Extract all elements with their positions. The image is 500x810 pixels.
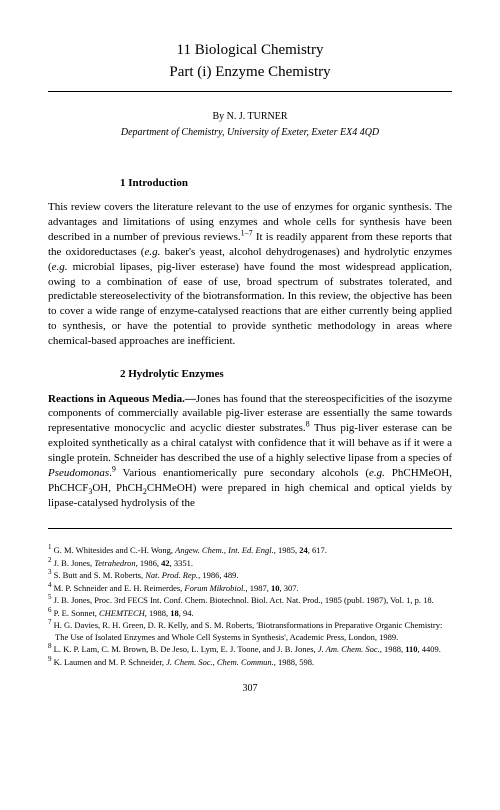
- footnote: 4 M. P. Schneider and E. H. Reimerdes, F…: [48, 583, 452, 594]
- affiliation: Department of Chemistry, University of E…: [48, 126, 452, 140]
- footnotes: 1 G. M. Whitesides and C.-H. Wong, Angew…: [48, 545, 452, 668]
- footnote: 1 G. M. Whitesides and C.-H. Wong, Angew…: [48, 545, 452, 556]
- footnote: 9 K. Laumen and M. P. Schneider, J. Chem…: [48, 657, 452, 668]
- subsection-title: Reactions in Aqueous Media.—: [48, 393, 196, 405]
- footnote-rule: [48, 528, 452, 529]
- footnote: 7 H. G. Davies, R. H. Green, D. R. Kelly…: [48, 620, 452, 643]
- title-rule: [48, 91, 452, 92]
- section-2-heading: 2 Hydrolytic Enzymes: [120, 367, 452, 382]
- section-2-body: Reactions in Aqueous Media.—Jones has fo…: [48, 392, 452, 511]
- footnote: 5 J. B. Jones, Proc. 3rd FECS Int. Conf.…: [48, 595, 452, 606]
- byline: By N. J. TURNER: [48, 110, 452, 124]
- footnote: 8 L. K. P. Lam, C. M. Brown, B. De Jeso,…: [48, 644, 452, 655]
- section-1-body: This review covers the literature releva…: [48, 200, 452, 348]
- footnote: 3 S. Butt and S. M. Roberts, Nat. Prod. …: [48, 570, 452, 581]
- footnote: 6 P. E. Sonnet, CHEMTECH, 1988, 18, 94.: [48, 608, 452, 619]
- footnote: 2 J. B. Jones, Tetrahedron, 1986, 42, 33…: [48, 558, 452, 569]
- page-number: 307: [48, 682, 452, 696]
- section-1-heading: 1 Introduction: [120, 176, 452, 191]
- chapter-title: 11 Biological Chemistry: [48, 40, 452, 60]
- part-title: Part (i) Enzyme Chemistry: [48, 62, 452, 82]
